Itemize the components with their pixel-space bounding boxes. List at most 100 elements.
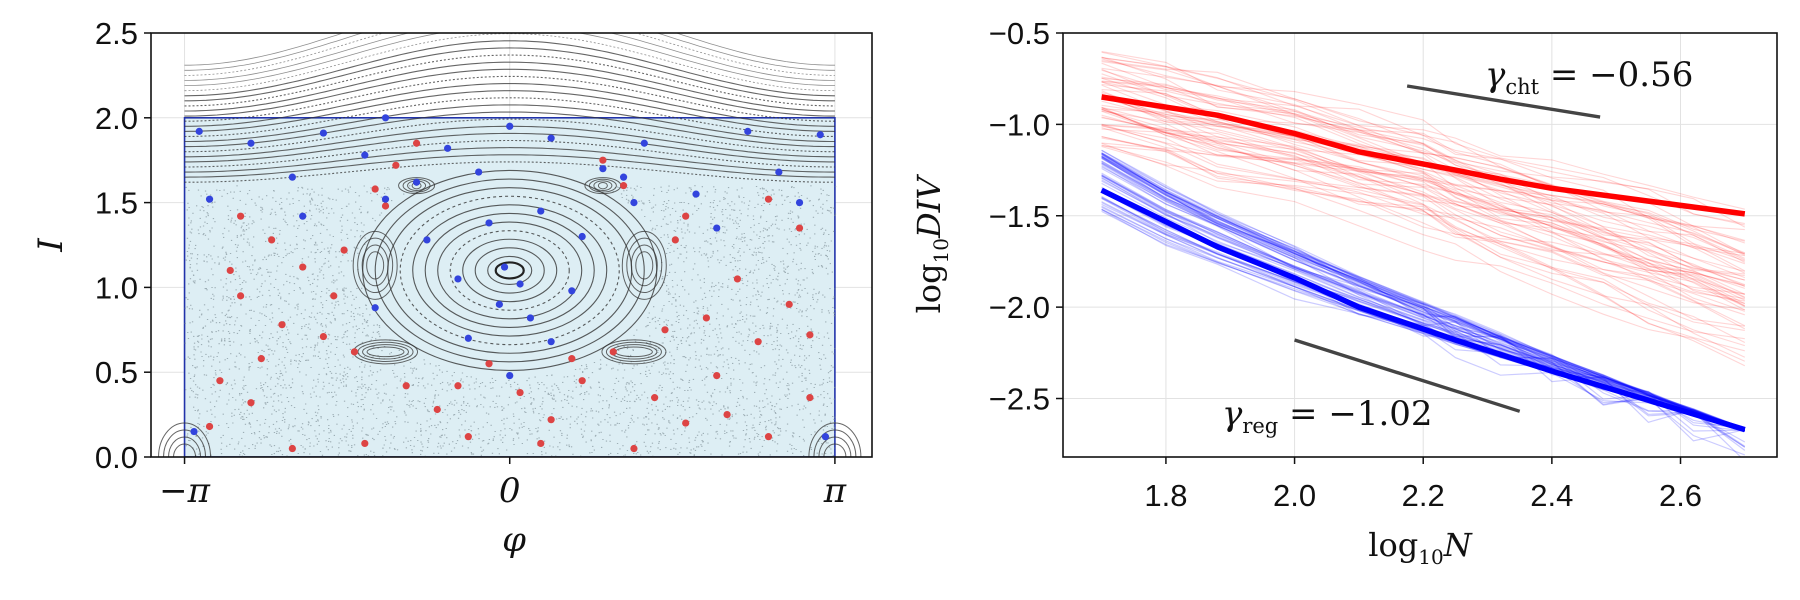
chaotic-trajectory bbox=[1101, 124, 1745, 331]
regular-point bbox=[692, 190, 700, 198]
chaotic-point bbox=[319, 332, 328, 341]
left-xtick-label: 0 bbox=[499, 471, 521, 511]
regular-point bbox=[299, 212, 307, 220]
rotational-orbit bbox=[184, 132, 835, 163]
chaotic-point bbox=[268, 236, 276, 244]
corner-island-orbit bbox=[173, 443, 197, 457]
chaotic-point bbox=[733, 275, 742, 283]
left-x-label: φ bbox=[502, 520, 526, 560]
chaotic-point bbox=[516, 388, 524, 397]
chaotic-trajectory bbox=[1101, 123, 1745, 295]
secondary-island-orbit bbox=[601, 339, 667, 365]
regular-point bbox=[506, 371, 514, 380]
chaotic-point bbox=[713, 371, 721, 380]
secondary-island-orbit bbox=[357, 237, 394, 294]
chaotic-point bbox=[609, 348, 617, 356]
chaotic-trajectory bbox=[1101, 77, 1745, 265]
right-y-label: log10DIV bbox=[910, 174, 953, 314]
right-ytick-label: −1.0 bbox=[989, 107, 1050, 142]
chaotic-trajectory bbox=[1101, 145, 1746, 362]
chaotic-point bbox=[237, 212, 245, 220]
chaotic-point bbox=[257, 355, 265, 363]
left-orbits bbox=[158, 33, 862, 457]
corner-island-orbit bbox=[808, 422, 862, 457]
regular-trajectory bbox=[1101, 155, 1746, 432]
regular-point bbox=[599, 165, 607, 173]
chaotic-trajectory bbox=[1101, 108, 1746, 311]
chaotic-trajectory bbox=[1101, 90, 1746, 263]
chaotic-trajectory bbox=[1101, 57, 1745, 210]
regular-point bbox=[821, 433, 830, 441]
regular-point bbox=[381, 114, 390, 122]
chaotic-trajectory bbox=[1101, 110, 1745, 302]
right-annotations: γcht = −0.56 γreg = −1.02 bbox=[1222, 55, 1693, 438]
chaotic-point bbox=[433, 405, 441, 414]
regular-point bbox=[190, 427, 198, 436]
chaotic-trajectory bbox=[1101, 128, 1745, 289]
chaotic-point bbox=[568, 355, 576, 363]
slope-label-cht: γcht = −0.56 bbox=[1485, 55, 1693, 99]
regular-point bbox=[454, 275, 462, 283]
chaotic-point bbox=[237, 292, 245, 300]
chaotic-point bbox=[381, 202, 390, 210]
chaotic-trajectory bbox=[1101, 124, 1746, 295]
right-xtick-label: 2.6 bbox=[1659, 478, 1702, 513]
chaotic-point bbox=[330, 292, 338, 300]
regular-point bbox=[412, 178, 421, 186]
chaotic-trajectory bbox=[1101, 76, 1746, 228]
left-background bbox=[183, 117, 836, 457]
right-xtick-label: 2.4 bbox=[1530, 478, 1573, 513]
chaotic-trajectory bbox=[1101, 114, 1746, 305]
poincare-panel: −π 0 π 0.0 0.5 1.0 1.5 2.0 2.5 φ I bbox=[31, 16, 873, 560]
regular-trajectory bbox=[1101, 156, 1746, 430]
regular-point bbox=[371, 304, 379, 312]
chaotic-point bbox=[671, 236, 679, 244]
regular-point bbox=[423, 236, 431, 244]
regular-point bbox=[578, 232, 586, 241]
chaotic-trajectory bbox=[1101, 136, 1745, 304]
chaotic-trajectory bbox=[1101, 80, 1746, 307]
chaotic-trajectory bbox=[1101, 127, 1745, 316]
rotational-orbit bbox=[184, 82, 835, 127]
regular-trajectory bbox=[1101, 161, 1746, 432]
chaotic-trajectory bbox=[1101, 93, 1745, 311]
right-axes-frame bbox=[1062, 32, 1778, 458]
secondary-island-orbit bbox=[362, 344, 410, 360]
regular-trajectory bbox=[1101, 160, 1746, 447]
left-ticks: −π 0 π 0.0 0.5 1.0 1.5 2.0 2.5 bbox=[95, 16, 847, 511]
chaotic-trajectory bbox=[1101, 96, 1745, 244]
domain-region bbox=[183, 117, 836, 457]
regular-trajectory bbox=[1101, 179, 1745, 430]
regular-point bbox=[195, 127, 203, 135]
corner-island-orbit bbox=[823, 443, 847, 457]
slope-label-reg: γreg = −1.02 bbox=[1222, 394, 1433, 438]
regular-point bbox=[816, 131, 824, 139]
secondary-island-orbit bbox=[626, 237, 663, 294]
regular-trajectory bbox=[1101, 155, 1746, 432]
regular-trajectory bbox=[1101, 160, 1745, 432]
island-orbit bbox=[412, 204, 608, 337]
chaotic-trajectory bbox=[1101, 125, 1746, 308]
chaotic-point bbox=[547, 416, 555, 424]
right-ytick-label: −2.0 bbox=[989, 290, 1050, 325]
rotational-orbit bbox=[184, 33, 835, 81]
chaotic-trajectory bbox=[1101, 104, 1745, 286]
island-orbit bbox=[437, 221, 583, 320]
chaotic-point bbox=[205, 422, 214, 431]
chaotic-trajectory bbox=[1101, 51, 1746, 256]
chaotic-trajectory bbox=[1101, 109, 1746, 299]
rotational-orbit bbox=[184, 33, 835, 71]
chaotic-trajectory bbox=[1101, 92, 1746, 301]
chaotic-trajectory bbox=[1101, 142, 1745, 327]
left-ytick-label: 1.5 bbox=[95, 186, 138, 221]
secondary-island-orbit bbox=[630, 244, 658, 287]
regular-point bbox=[537, 207, 545, 215]
rotational-orbit bbox=[184, 54, 835, 107]
right-means bbox=[1100, 94, 1746, 433]
regular-trajectory bbox=[1101, 166, 1746, 432]
chaotic-point bbox=[764, 195, 773, 203]
secondary-island-orbit bbox=[361, 244, 389, 287]
chaotic-trajectory bbox=[1101, 116, 1745, 275]
rotational-orbit bbox=[184, 147, 835, 173]
chaotic-point bbox=[630, 444, 638, 453]
